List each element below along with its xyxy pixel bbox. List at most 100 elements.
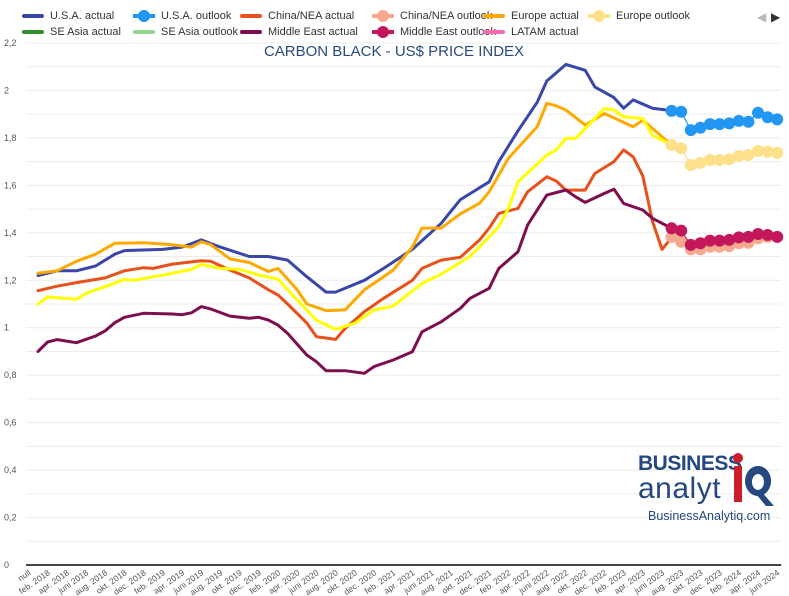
- legend-next-button[interactable]: ▶: [771, 10, 781, 24]
- legend-item-europe-actual[interactable]: Europe actual: [483, 8, 579, 24]
- europe-outlook-point: [665, 139, 678, 152]
- legend-label: China/NEA actual: [268, 10, 355, 22]
- middle-east-outlook-point: [675, 224, 688, 237]
- logo-url: BusinessAnalytiq.com: [648, 509, 771, 523]
- europe-outlook-point: [723, 153, 736, 166]
- y-tick-label: 1: [4, 323, 9, 333]
- u-s-a-actual-line: [36, 62, 674, 294]
- middle-east-outlook-point: [761, 228, 774, 241]
- y-tick-label: 0,6: [4, 418, 17, 428]
- legend-swatch: [22, 30, 44, 34]
- europe-outlook-point: [704, 153, 716, 166]
- legend-item-u-s-a-actual[interactable]: U.S.A. actual: [22, 8, 114, 24]
- business-analytiq-logo: BUSINESS analyt BusinessAnalytiq.com: [636, 452, 786, 532]
- legend-label: U.S.A. outlook: [161, 10, 232, 22]
- legend-label: China/NEA outlook: [400, 10, 493, 22]
- middle-east-outlook-point: [771, 230, 784, 243]
- u-s-a-outlook-point: [713, 118, 726, 131]
- china-nea-outlook-point: [675, 235, 688, 248]
- legend-swatch: [240, 30, 262, 34]
- europe-outlook-point: [771, 146, 784, 159]
- europe-outlook-point: [713, 153, 726, 166]
- legend-label: SE Asia outlook: [161, 26, 239, 38]
- u-s-a-outlook-point: [723, 117, 736, 130]
- legend-prev-button[interactable]: ◀: [757, 10, 767, 24]
- legend-item-china-nea-outlook[interactable]: China/NEA outlook: [372, 8, 492, 24]
- series-group: [36, 62, 784, 375]
- u-s-a-outlook-point: [761, 111, 774, 124]
- legend-item-se-asia-actual[interactable]: SE Asia actual: [22, 24, 121, 40]
- y-tick-label: 0: [4, 560, 9, 570]
- middle-east-outlook-point: [732, 231, 745, 244]
- logo-iq-mark: [733, 453, 774, 506]
- legend-item-middle-east-outlook[interactable]: Middle East outlook: [372, 24, 496, 40]
- legend-label: SE Asia actual: [50, 26, 121, 38]
- china-nea-outlook-point: [665, 230, 678, 243]
- middle-east-outlook-point: [723, 233, 736, 246]
- legend-label: Middle East actual: [268, 26, 358, 38]
- europe-outlook-point: [761, 145, 774, 158]
- legend-label: LATAM actual: [511, 26, 579, 38]
- legend-label: Europe actual: [511, 10, 579, 22]
- legend-item-u-s-a-outlook[interactable]: U.S.A. outlook: [133, 8, 231, 24]
- middle-east-outlook-point: [694, 237, 707, 250]
- europe-actual-line: [36, 101, 674, 313]
- legend-label: Middle East outlook: [400, 26, 496, 38]
- u-s-a-outlook-point: [704, 118, 716, 131]
- legend-swatch: [133, 30, 155, 34]
- legend-item-latam-actual[interactable]: LATAM actual: [483, 24, 578, 40]
- u-s-a-outlook-point: [732, 114, 745, 127]
- logo-business-text: BUSINESS: [638, 452, 742, 475]
- u-s-a-outlook-point: [684, 124, 697, 137]
- legend-swatch: [483, 14, 505, 18]
- chart-title: CARBON BLACK - US$ PRICE INDEX: [264, 43, 524, 60]
- legend-swatch: [133, 10, 155, 22]
- china-nea-actual-line: [36, 148, 674, 341]
- y-axis: 0 0,2 0,4 0,6 0,8 1 1,2 1,4 1,6 1,8 2 2,2: [4, 38, 17, 570]
- legend-item-se-asia-outlook[interactable]: SE Asia outlook: [133, 24, 238, 40]
- y-tick-label: 0,4: [4, 465, 17, 475]
- legend-item-europe-outlook[interactable]: Europe outlook: [588, 8, 690, 24]
- europe-outlook-point: [694, 156, 707, 169]
- europe-outlook-point: [675, 142, 688, 155]
- europe-outlook-point: [684, 158, 697, 171]
- y-tick-label: 2,2: [4, 38, 17, 48]
- u-s-a-outlook-point: [694, 121, 707, 134]
- legend-label: Europe outlook: [616, 10, 690, 22]
- europe-outlook-point: [742, 148, 755, 161]
- middle-east-actual-line: [36, 187, 674, 375]
- legend-swatch: [372, 26, 394, 38]
- legend: U.S.A. actual U.S.A. outlook China/NEA act…: [0, 8, 789, 44]
- series-11-line: [36, 107, 674, 331]
- legend-swatch: [240, 14, 262, 18]
- europe-outlook-point: [752, 144, 764, 157]
- u-s-a-outlook-point: [742, 115, 755, 128]
- u-s-a-outlook-point: [771, 113, 784, 126]
- legend-label: U.S.A. actual: [50, 10, 115, 22]
- legend-item-china-nea-actual[interactable]: China/NEA actual: [240, 8, 354, 24]
- legend-item-middle-east-actual[interactable]: Middle East actual: [240, 24, 358, 40]
- legend-swatch: [588, 10, 610, 22]
- middle-east-outlook-point: [684, 238, 697, 251]
- europe-outlook-point: [732, 149, 745, 162]
- legend-swatch: [22, 14, 44, 18]
- y-tick-label: 1,2: [4, 275, 17, 285]
- legend-swatch: [483, 30, 505, 34]
- middle-east-outlook-point: [742, 230, 755, 243]
- u-s-a-outlook-point: [675, 105, 688, 118]
- y-tick-label: 2: [4, 85, 9, 95]
- u-s-a-outlook-point: [665, 104, 678, 117]
- middle-east-outlook-point: [752, 228, 764, 241]
- legend-swatch: [372, 10, 394, 22]
- y-tick-label: 0,2: [4, 513, 17, 523]
- middle-east-outlook-point: [665, 222, 678, 235]
- middle-east-outlook-point: [704, 234, 716, 247]
- y-tick-label: 0,8: [4, 370, 17, 380]
- y-tick-label: 1,6: [4, 180, 17, 190]
- logo-analyt-text: analyt: [638, 472, 722, 505]
- y-tick-label: 1,4: [4, 228, 17, 238]
- u-s-a-outlook-point: [752, 106, 764, 119]
- middle-east-outlook-point: [713, 234, 726, 247]
